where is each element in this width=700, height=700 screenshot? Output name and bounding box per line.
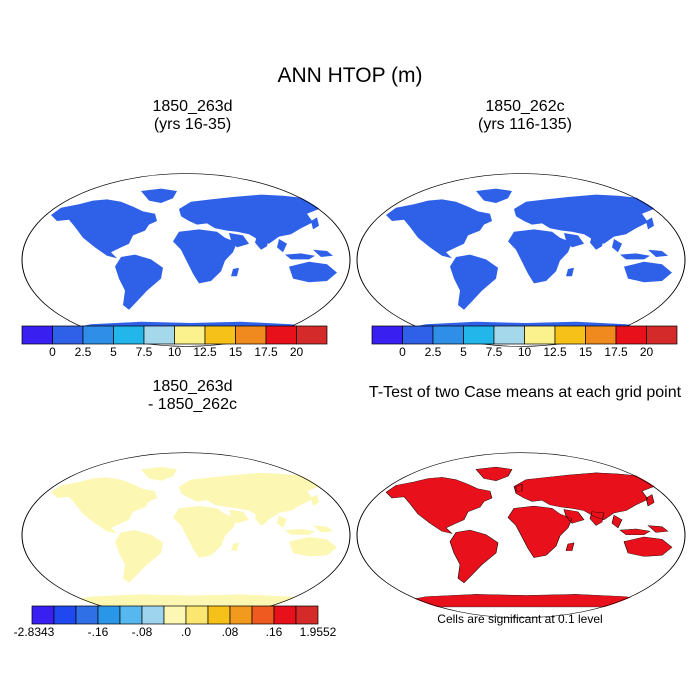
colorbar-box [585,325,617,345]
colorbar-box [75,605,99,625]
colorbar-tick-label: 5 [460,345,467,359]
panel-title-bottom-right: T-Test of two Case means at each grid po… [368,384,682,401]
map-bottom-right [356,452,686,619]
colorbar-tick-label: -2.8343 [14,625,55,639]
panel-title-top-left: 1850_263d (yrs 16-35) [35,98,350,134]
colorbar-tick-label: 0 [399,345,406,359]
colorbar-box [371,325,403,345]
colorbar-tick-label: .08 [222,625,239,639]
colorbar-box [119,605,143,625]
colorbar-top-left: 0 2.5 5 7.5 10 12.5 15 17.5 20 [21,325,328,359]
colorbar-tick-label: 7.5 [486,345,503,359]
significance-note: Cells are significant at 0.1 level [437,612,603,626]
panel-title-line2: (yrs 16-35) [153,116,232,133]
colorbar-box [97,605,121,625]
colorbar-box [31,605,55,625]
colorbar-labels: -2.8343 -.16 -.08 .0 .08 .16 1.9552 [14,625,337,639]
colorbar-tick-label: 15 [229,345,243,359]
colorbar-box [273,605,297,625]
colorbar-box [296,325,328,345]
figure-title: ANN HTOP (m) [277,64,423,87]
panel-title-line1: 1850_262c [485,98,565,115]
colorbar-box [265,325,297,345]
colorbar-box [141,605,165,625]
colorbar-box [432,325,464,345]
colorbar-tick-label: 0 [49,345,56,359]
colorbar-tick-label: 7.5 [136,345,153,359]
colorbar-box [493,325,525,345]
colorbar-labels: 0 2.5 5 7.5 10 12.5 15 17.5 20 [399,345,653,359]
colorbar-tick-label: -.16 [88,625,109,639]
map-bottom-left [21,452,351,619]
colorbar-tick-label: 17.5 [254,345,278,359]
colorbar-tick-label: 10 [518,345,532,359]
colorbar-box [204,325,236,345]
panel-title-top-right: 1850_262c (yrs 116-135) [355,98,695,134]
map-top-left [21,173,351,347]
colorbar-tick-label: 20 [640,345,654,359]
colorbar-tick-label: 12.5 [193,345,217,359]
colorbar-box [82,325,114,345]
panel-title-line2: (yrs 116-135) [478,116,572,133]
colorbar-box [402,325,434,345]
colorbar-boxes [21,325,328,345]
colorbar-tick-label: 12.5 [543,345,567,359]
colorbar-box [235,325,267,345]
panel-title-line2: - 1850_262c [148,396,237,413]
colorbar-box [52,325,84,345]
colorbar-boxes [371,325,678,345]
colorbar-box [53,605,77,625]
colorbar-box [463,325,495,345]
colorbar-tick-label: 2.5 [75,345,92,359]
colorbar-box [295,605,319,625]
colorbar-box [554,325,586,345]
colorbar-tick-label: 1.9552 [300,625,337,639]
colorbar-tick-label: 17.5 [604,345,628,359]
colorbar-tick-label: -.08 [132,625,153,639]
colorbar-box [174,325,206,345]
colorbar-tick-label: .0 [181,625,191,639]
colorbar-box [229,605,253,625]
panel-title-line1: 1850_263d [152,378,233,395]
colorbar-boxes [31,605,319,625]
colorbar-box [251,605,275,625]
map-top-right [356,173,686,347]
colorbar-box [524,325,556,345]
colorbar-tick-label: 10 [168,345,182,359]
colorbar-tick-label: .16 [266,625,283,639]
panel-title-bottom-left: 1850_263d - 1850_262c [35,378,350,414]
colorbar-box [163,605,187,625]
colorbar-tick-label: 2.5 [425,345,442,359]
colorbar-box [185,605,209,625]
colorbar-box [207,605,231,625]
colorbar-box [143,325,175,345]
panel-title-line1: 1850_263d [152,98,233,115]
colorbar-tick-label: 15 [579,345,593,359]
colorbar-tick-label: 5 [110,345,117,359]
colorbar-box [113,325,145,345]
colorbar-tick-label: 20 [290,345,304,359]
colorbar-labels: 0 2.5 5 7.5 10 12.5 15 17.5 20 [49,345,303,359]
colorbar-box [21,325,53,345]
colorbar-box [646,325,678,345]
colorbar-bottom-left: -2.8343 -.16 -.08 .0 .08 .16 1.9552 [14,605,337,639]
colorbar-top-right: 0 2.5 5 7.5 10 12.5 15 17.5 20 [371,325,678,359]
colorbar-box [615,325,647,345]
